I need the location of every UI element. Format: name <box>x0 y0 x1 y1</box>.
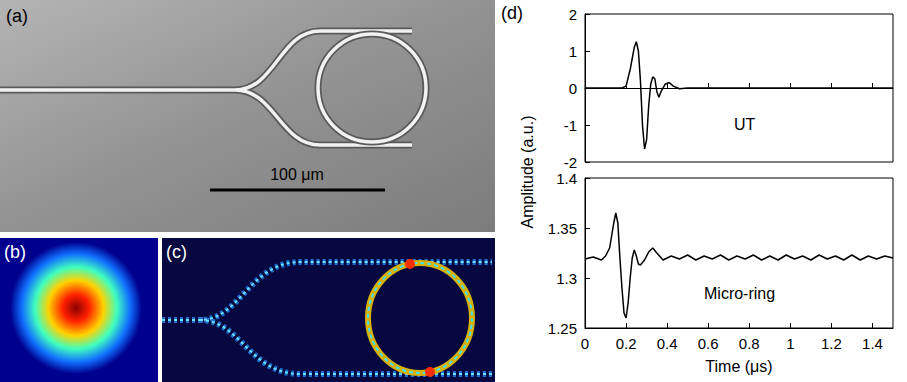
svg-text:(a): (a) <box>6 6 28 26</box>
svg-text:1.4: 1.4 <box>862 335 883 352</box>
svg-text:0.4: 0.4 <box>657 335 678 352</box>
svg-text:-2: -2 <box>564 154 577 171</box>
svg-text:100 μm: 100 μm <box>270 166 324 183</box>
svg-text:0.6: 0.6 <box>698 335 719 352</box>
svg-text:(d): (d) <box>501 3 523 23</box>
svg-text:0: 0 <box>581 335 589 352</box>
svg-text:-1: -1 <box>564 117 577 134</box>
svg-text:1.4: 1.4 <box>556 170 577 187</box>
svg-text:Micro-ring: Micro-ring <box>704 285 775 302</box>
svg-text:1.25: 1.25 <box>548 320 577 337</box>
svg-text:Time (μs): Time (μs) <box>705 358 772 375</box>
svg-text:(c): (c) <box>166 242 187 262</box>
svg-text:1: 1 <box>569 43 577 60</box>
svg-text:0.2: 0.2 <box>616 335 637 352</box>
svg-text:0.8: 0.8 <box>739 335 760 352</box>
svg-text:Amplitude (a.u.): Amplitude (a.u.) <box>519 116 536 229</box>
svg-text:1: 1 <box>786 335 794 352</box>
svg-text:1.3: 1.3 <box>556 270 577 287</box>
svg-text:1.2: 1.2 <box>821 335 842 352</box>
svg-text:0: 0 <box>569 80 577 97</box>
svg-text:UT: UT <box>734 116 756 133</box>
svg-text:(b): (b) <box>4 242 26 262</box>
svg-text:2: 2 <box>569 6 577 23</box>
svg-text:1.35: 1.35 <box>548 220 577 237</box>
